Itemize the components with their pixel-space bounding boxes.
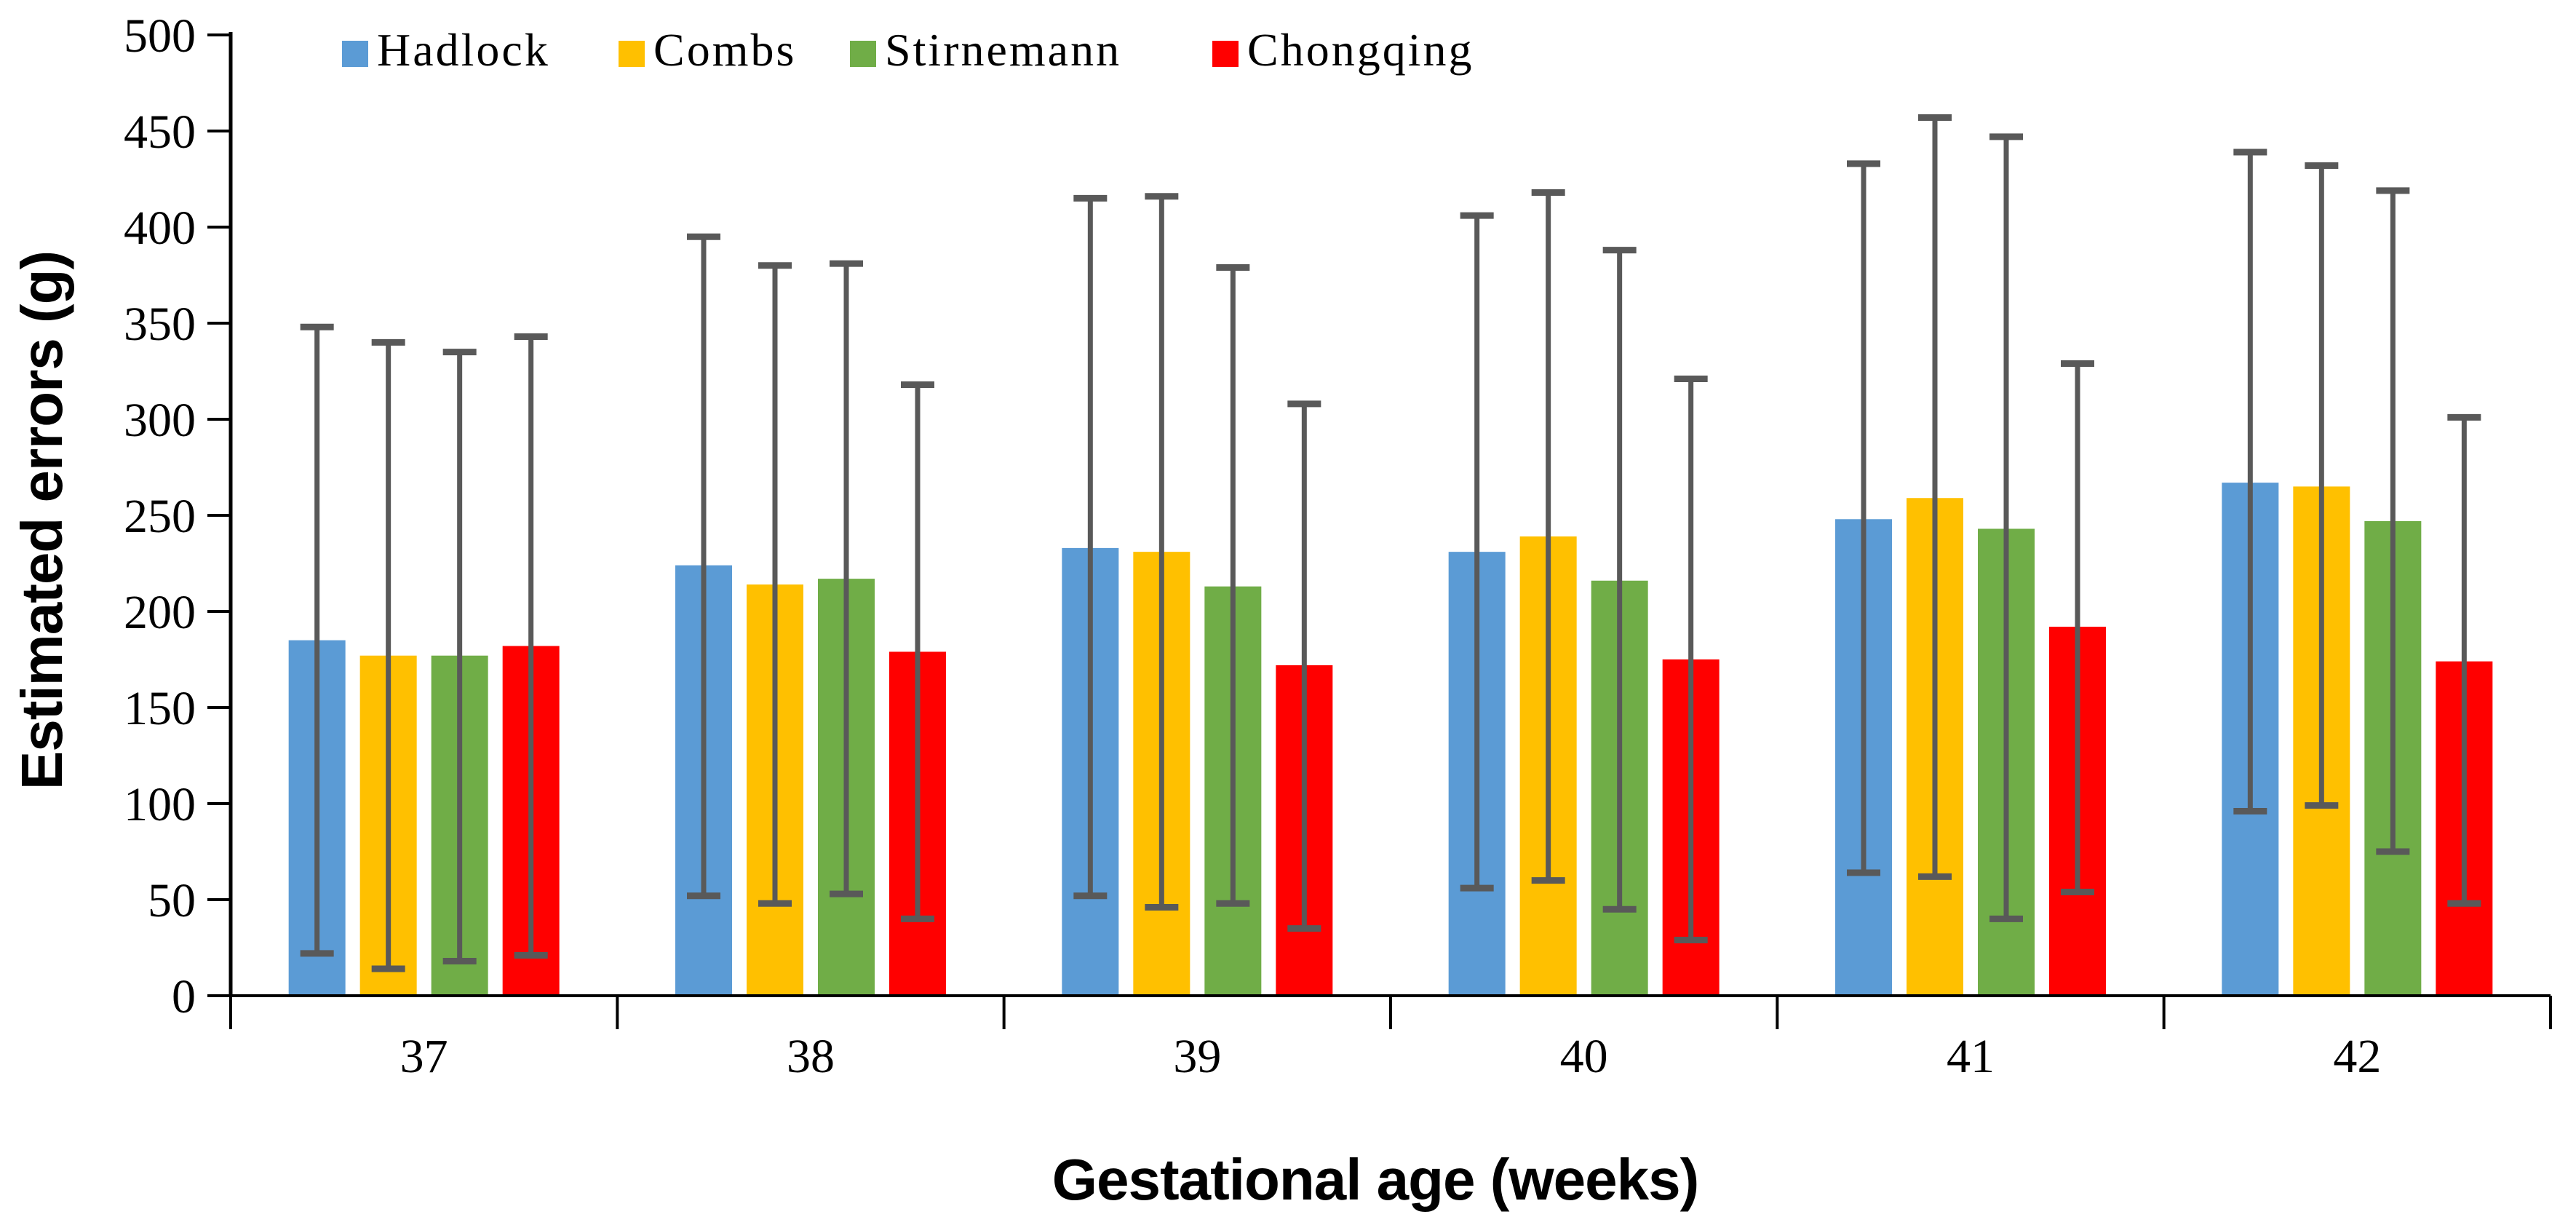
legend-item-combs: Combs (619, 24, 796, 76)
legend-label: Chongqing (1247, 24, 1474, 76)
y-axis-ticks: 0 50 100 150 200 250 300 350 400 450 500 (124, 9, 231, 1023)
y-tick-label: 100 (124, 778, 196, 831)
legend-swatch-chongqing (1212, 41, 1239, 67)
legend-item-chongqing: Chongqing (1212, 24, 1474, 76)
legend-item-hadlock: Hadlock (342, 24, 550, 76)
legend-label: Hadlock (377, 24, 550, 76)
y-tick-label: 200 (124, 586, 196, 639)
bars (288, 483, 2493, 996)
y-tick-label: 400 (124, 202, 196, 255)
x-tick-label: 42 (2333, 1030, 2381, 1083)
y-tick-label: 150 (124, 682, 196, 735)
error-bars (300, 114, 2481, 972)
x-tick-label: 37 (400, 1030, 448, 1083)
y-tick-label: 350 (124, 298, 196, 351)
x-axis-title: Gestational age (weeks) (1052, 1147, 1698, 1212)
legend-item-stirnemann: Stirnemann (850, 24, 1121, 76)
legend-swatch-combs (619, 41, 645, 67)
x-tick-label: 41 (1947, 1030, 1995, 1083)
y-tick-label: 0 (172, 970, 196, 1023)
y-tick-label: 50 (148, 874, 196, 927)
x-tick-label: 40 (1560, 1030, 1608, 1083)
x-tick-label: 39 (1173, 1030, 1221, 1083)
y-tick-label: 450 (124, 106, 196, 159)
legend-swatch-stirnemann (850, 41, 876, 67)
y-tick-label: 250 (124, 490, 196, 543)
x-axis-ticks: 37 38 39 40 41 42 (229, 996, 2552, 1083)
legend: Hadlock Combs Stirnemann Chongqing (342, 24, 1474, 76)
legend-label: Stirnemann (885, 24, 1121, 76)
x-tick-label: 38 (787, 1030, 835, 1083)
y-tick-label: 500 (124, 9, 196, 63)
y-axis-title: Estimated errors (g) (9, 251, 74, 790)
legend-swatch-hadlock (342, 41, 368, 67)
legend-label: Combs (653, 24, 796, 76)
y-tick-label: 300 (124, 394, 196, 447)
